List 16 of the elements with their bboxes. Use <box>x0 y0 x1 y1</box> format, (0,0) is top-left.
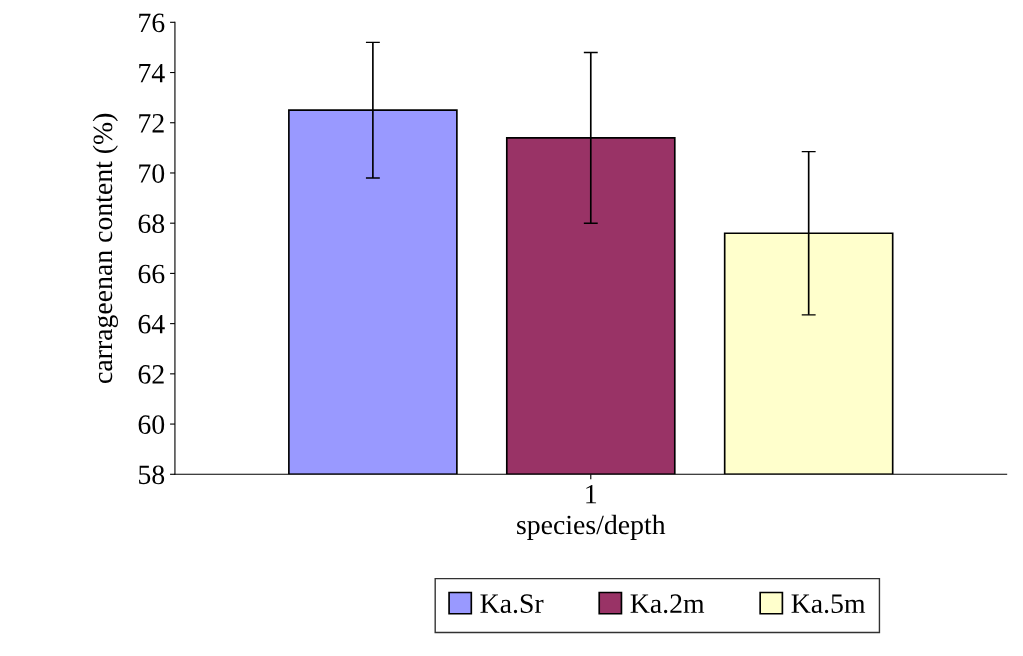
y-tick-label: 72 <box>139 113 164 133</box>
x-tick-label: 1 <box>586 484 597 504</box>
y-tick-label: 58 <box>139 465 165 485</box>
y-tick-label: 76 <box>139 13 165 33</box>
legend-label: Ka.Sr <box>480 594 544 614</box>
legend-label: Ka.5m <box>791 594 866 614</box>
y-tick-label: 68 <box>138 214 165 234</box>
legend-label: Ka.2m <box>630 594 705 614</box>
x-axis-title: species/depth <box>517 514 666 540</box>
y-tick-label: 70 <box>139 164 165 183</box>
y-tick-label: 62 <box>138 365 164 384</box>
y-axis-title: carrageenan content (%) <box>92 113 118 383</box>
y-tick-label: 74 <box>139 63 165 83</box>
y-tick-label: 66 <box>138 264 165 284</box>
y-tick-label: 60 <box>138 415 165 434</box>
y-tick-label: 64 <box>138 314 165 334</box>
